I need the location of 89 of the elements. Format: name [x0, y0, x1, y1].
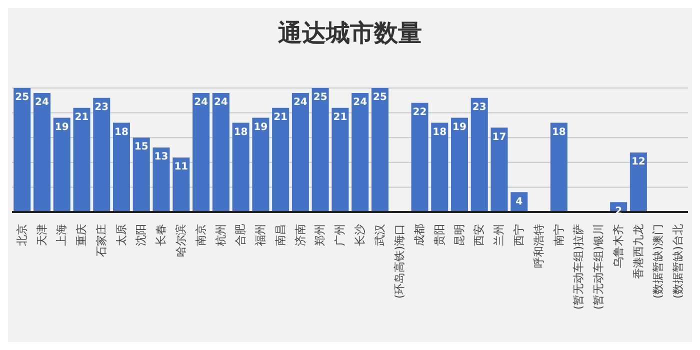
- data-label: 21: [74, 112, 89, 123]
- x-tick-label: (数据暂缺)澳门: [652, 224, 665, 299]
- data-label: 18: [114, 126, 128, 138]
- x-tick-label: 武汉: [373, 224, 386, 246]
- bar: [172, 157, 190, 212]
- data-label: 18: [234, 126, 248, 138]
- bar: [411, 102, 428, 212]
- data-label: 21: [274, 112, 288, 123]
- bar: [272, 108, 290, 212]
- bar: [113, 122, 130, 212]
- x-tick-label: 南昌: [274, 224, 287, 246]
- bar: [132, 138, 150, 212]
- x-tick-label: 哈尔滨: [174, 224, 188, 257]
- bar: [630, 152, 647, 212]
- bar: [93, 98, 110, 212]
- x-tick-label: 郑州: [314, 224, 327, 246]
- x-tick-label: 乌鲁木齐: [612, 224, 625, 268]
- bar: [232, 122, 250, 212]
- data-label: 15: [134, 142, 148, 153]
- x-tick-label: 太原: [114, 224, 128, 246]
- x-tick-label: 石家庄: [94, 224, 108, 257]
- x-tick-label: 重庆: [75, 224, 88, 246]
- x-tick-label: 昆明: [452, 224, 466, 246]
- bar: [312, 88, 329, 212]
- bar: [431, 122, 448, 212]
- x-tick-label: 广州: [334, 224, 347, 246]
- x-tick-label: 成都: [413, 224, 426, 246]
- bar: [53, 118, 70, 212]
- data-label: 24: [353, 97, 368, 108]
- bar: [332, 108, 349, 212]
- data-label: 24: [293, 97, 308, 108]
- data-label: 19: [54, 122, 69, 133]
- bar: [371, 88, 388, 212]
- data-label: 25: [313, 92, 328, 104]
- x-tick-label: 杭州: [214, 224, 228, 247]
- data-label: 24: [194, 97, 208, 108]
- data-label: 19: [452, 122, 466, 133]
- chart-title: 通达城市数量: [277, 18, 423, 49]
- data-label: 23: [472, 102, 486, 114]
- x-tick-label: 沈阳: [134, 224, 148, 246]
- data-label: 25: [373, 92, 387, 104]
- x-tick-label: 济南: [294, 224, 307, 246]
- x-tick-label: 福州: [254, 224, 268, 246]
- bar: [212, 92, 230, 212]
- x-tick-label: 贵阳: [432, 224, 446, 246]
- bar: [451, 118, 468, 212]
- x-tick-label: (数据暂缺)台北: [672, 224, 685, 299]
- data-label: 11: [174, 162, 188, 173]
- data-label: 25: [15, 92, 30, 104]
- data-label: 2: [615, 206, 622, 218]
- bar: [292, 92, 309, 212]
- bar: [33, 92, 50, 212]
- data-label: 24: [214, 97, 228, 108]
- x-tick-label: 呼和浩特: [532, 224, 546, 268]
- bar: [252, 118, 270, 212]
- data-label: 4: [516, 196, 523, 208]
- data-label: 19: [254, 122, 268, 133]
- data-label: 17: [492, 132, 506, 143]
- x-tick-label: 天津: [35, 224, 48, 246]
- x-tick-label: 上海: [55, 224, 68, 246]
- data-label: 18: [432, 126, 447, 138]
- data-label: 23: [94, 102, 109, 114]
- x-tick-label: (暂无动车组)银川: [592, 224, 606, 310]
- bar: [550, 122, 568, 212]
- data-label: 13: [154, 152, 168, 163]
- data-label: 24: [35, 97, 49, 108]
- bar: [14, 88, 31, 212]
- x-tick-label: 西宁: [512, 224, 526, 246]
- x-tick-label: (环岛高铁)海口: [393, 224, 406, 299]
- x-tick-label: 兰州: [492, 224, 506, 246]
- bar: [152, 148, 170, 212]
- bar: [73, 108, 90, 212]
- x-tick-label: (暂无动车组)拉萨: [572, 224, 586, 310]
- bar: [352, 92, 369, 212]
- data-label: 21: [333, 112, 348, 123]
- x-tick-label: 西安: [472, 224, 486, 246]
- x-tick-label: 北京: [15, 224, 28, 246]
- data-label: 18: [552, 126, 566, 138]
- bar: [192, 92, 210, 212]
- x-tick-label: 长春: [154, 224, 168, 246]
- x-tick-label: 南宁: [552, 224, 566, 246]
- x-tick-label: 香港西九龙: [632, 224, 645, 279]
- x-tick-label: 长沙: [353, 224, 366, 246]
- bar: [470, 98, 488, 212]
- data-label: 22: [412, 106, 427, 118]
- x-tick-label: 合肥: [234, 224, 248, 246]
- x-tick-label: 南京: [194, 224, 208, 246]
- bar: [490, 128, 508, 212]
- data-label: 12: [631, 156, 646, 168]
